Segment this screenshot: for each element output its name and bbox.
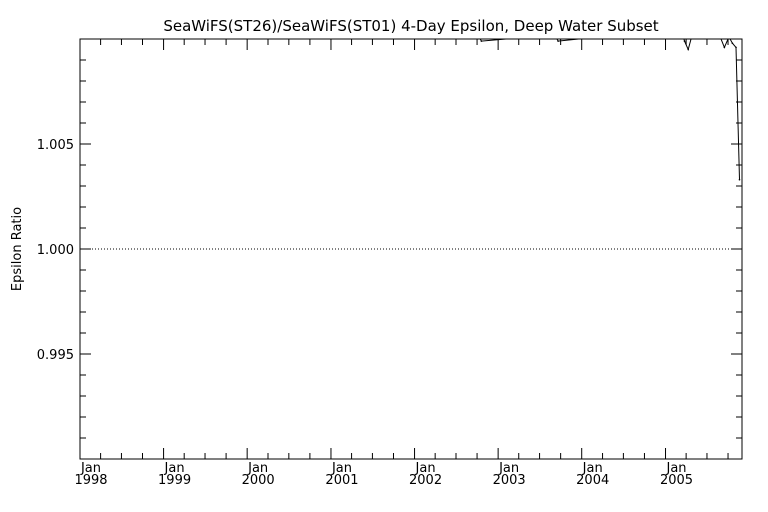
data-point [691,36,693,38]
x-tick-year-label: 1998 [74,473,107,488]
y-tick-label: 1.000 [37,243,74,258]
data-point [723,46,726,49]
x-tick-month-label: Jan [665,461,686,476]
data-point [715,28,717,30]
data-point [680,28,682,30]
x-tick-year-label: 2003 [493,473,526,488]
chart-title: SeaWiFS(ST26)/SeaWiFS(ST01) 4-Day Epsilo… [163,17,658,35]
data-point [719,36,721,38]
y-tick-label: 1.005 [37,138,74,153]
x-tick-year-label: 2002 [409,473,442,488]
x-tick-month-label: Jan [80,461,101,476]
x-tick-month-label: Jan [331,461,352,476]
x-tick-month-label: Jan [247,461,268,476]
x-tick-year-label: 2000 [242,473,275,488]
x-tick-year-label: 1999 [158,473,191,488]
series-line [479,39,740,180]
x-tick-year-label: 2005 [660,473,693,488]
data-point [683,40,686,42]
data-point [735,46,737,49]
x-tick-month-label: Jan [415,461,436,476]
y-tick-label: 0.995 [37,348,74,363]
x-tick-month-label: Jan [164,461,185,476]
x-tick-month-label: Jan [582,461,603,476]
x-tick-month-label: Jan [498,461,519,476]
data-point [557,40,559,42]
data-point [738,178,741,181]
x-tick-year-label: 2004 [576,473,609,488]
y-axis-label: Epsilon Ratio [10,207,25,291]
data-point [731,42,734,44]
data-point [687,48,689,51]
x-tick-year-label: 2001 [325,473,358,488]
data-point [480,40,483,42]
data-point [728,36,730,38]
